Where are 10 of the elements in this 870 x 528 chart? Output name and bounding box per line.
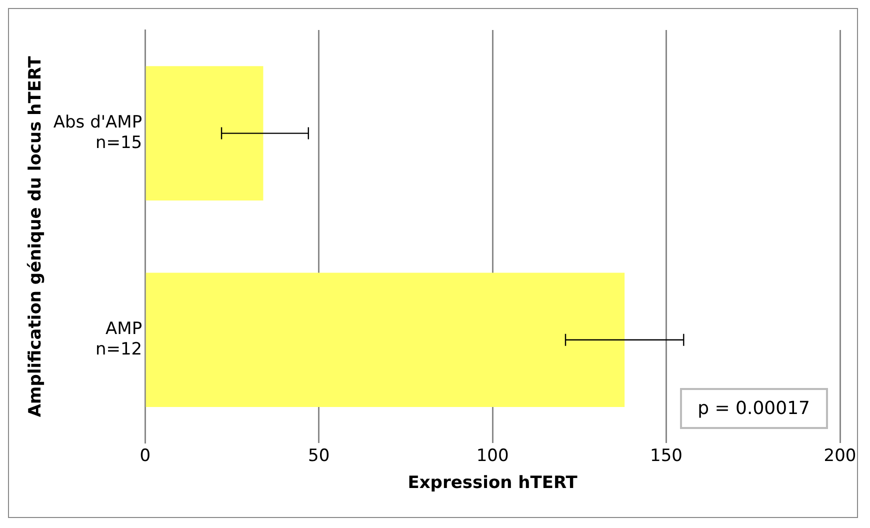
y-tick-label: Abs d'AMP n=15	[53, 112, 142, 153]
x-tick-label: 150	[650, 446, 682, 466]
x-tick-label: 200	[824, 446, 856, 466]
y-axis-title: Amplification génique du locus hTERT	[26, 56, 46, 418]
x-axis-title: Expression hTERT	[408, 473, 578, 494]
y-tick-label: AMP n=12	[95, 319, 142, 360]
x-tick-label: 0	[140, 446, 151, 466]
x-tick-label: 100	[476, 446, 509, 466]
x-tick-label: 50	[308, 446, 330, 466]
annotation: p = 0.00017	[680, 388, 828, 429]
